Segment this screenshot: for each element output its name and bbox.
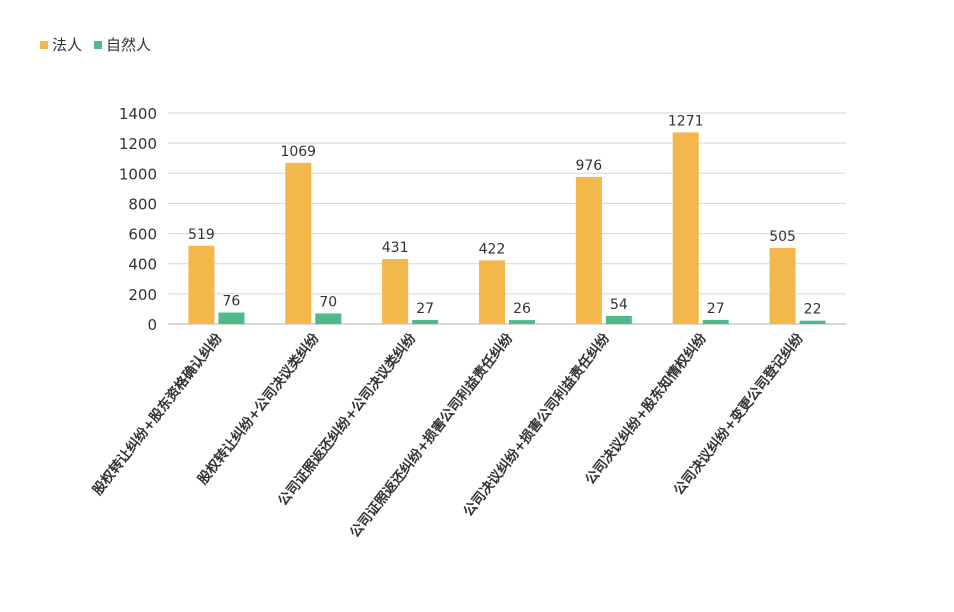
bar-legal-person-1 bbox=[285, 162, 312, 324]
y-tick-label: 600 bbox=[128, 226, 157, 244]
data-label: 505 bbox=[769, 229, 796, 245]
y-tick-label: 400 bbox=[128, 256, 157, 274]
gridlines bbox=[168, 112, 846, 325]
data-label: 1069 bbox=[280, 144, 316, 160]
y-tick-label: 0 bbox=[147, 316, 157, 334]
data-label: 422 bbox=[479, 241, 506, 257]
y-axis: 0 200 400 600 800 1000 1200 1400 bbox=[119, 105, 157, 334]
bar-legal-person-4 bbox=[575, 176, 602, 324]
legend-label-0: 法人 bbox=[52, 36, 82, 54]
data-label: 976 bbox=[575, 158, 602, 174]
bar-natural-person-6 bbox=[799, 320, 826, 324]
data-label: 22 bbox=[804, 302, 822, 318]
data-label: 70 bbox=[319, 294, 337, 310]
bars: 519 76 1069 70 431 27 422 26 976 54 1271 27 505 22 bbox=[188, 113, 826, 324]
y-tick-label: 200 bbox=[128, 286, 157, 304]
data-label: 76 bbox=[223, 294, 241, 310]
legend-label-1: 自然人 bbox=[106, 36, 151, 54]
bar-natural-person-4 bbox=[605, 315, 632, 324]
data-label: 519 bbox=[188, 227, 215, 243]
y-tick-label: 1000 bbox=[119, 165, 157, 183]
data-label: 431 bbox=[382, 240, 409, 256]
legend-swatch-1 bbox=[94, 41, 103, 49]
bar-legal-person-0 bbox=[188, 245, 215, 324]
data-label: 27 bbox=[416, 301, 434, 317]
data-label: 54 bbox=[610, 297, 628, 313]
legend: 法人 自然人 bbox=[40, 36, 151, 54]
data-label: 1271 bbox=[668, 113, 704, 129]
bar-natural-person-2 bbox=[412, 319, 439, 324]
data-label: 26 bbox=[513, 301, 531, 317]
bar-natural-person-0 bbox=[218, 312, 245, 324]
x-tick-label: 公司证照返还纠纷+损害公司利益责任纠纷 bbox=[346, 330, 516, 541]
x-axis: 股权转让纠纷+股东资格确认纠纷股权转让纠纷+公司决议类纠纷公司证照返还纠纷+公司… bbox=[89, 330, 807, 541]
bar-legal-person-6 bbox=[769, 247, 796, 324]
bar-legal-person-2 bbox=[382, 259, 409, 324]
y-tick-label: 1400 bbox=[119, 105, 157, 123]
y-tick-label: 800 bbox=[128, 195, 157, 213]
legend-swatch-0 bbox=[40, 41, 48, 49]
bar-natural-person-1 bbox=[315, 313, 342, 324]
bar-legal-person-3 bbox=[479, 260, 505, 324]
bar-legal-person-5 bbox=[672, 132, 699, 324]
y-tick-label: 1200 bbox=[119, 135, 157, 153]
bar-natural-person-3 bbox=[509, 320, 535, 324]
bar-natural-person-5 bbox=[702, 319, 729, 324]
data-label: 27 bbox=[707, 301, 725, 317]
